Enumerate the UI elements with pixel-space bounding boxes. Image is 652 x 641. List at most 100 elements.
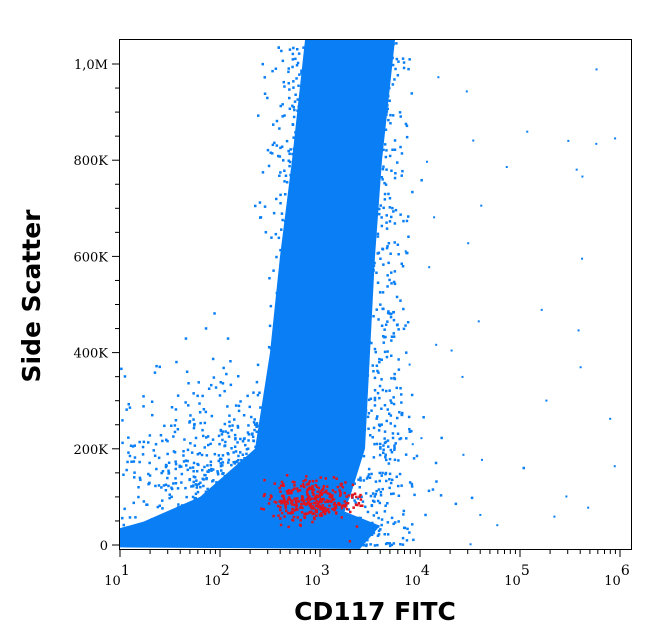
event-point — [369, 494, 373, 498]
event-point-cd117-positive — [314, 501, 317, 505]
event-point — [202, 434, 205, 438]
event-point — [369, 75, 372, 78]
event-point — [302, 494, 305, 497]
event-point — [367, 51, 370, 54]
event-point — [272, 386, 275, 390]
event-point — [381, 167, 385, 171]
event-point — [288, 361, 291, 364]
event-point — [276, 532, 280, 535]
event-point — [128, 516, 132, 519]
event-point — [317, 472, 320, 475]
event-point — [378, 384, 382, 388]
event-point — [132, 501, 135, 505]
event-point — [163, 531, 167, 534]
event-point-cd117-positive — [305, 498, 308, 501]
event-point — [200, 512, 204, 516]
event-point-cd117-positive — [292, 515, 296, 519]
event-point-cd117-positive — [358, 495, 361, 498]
event-point — [272, 211, 276, 215]
event-point — [384, 128, 388, 131]
event-point — [291, 327, 294, 330]
event-point — [298, 206, 301, 209]
event-point-cd117-positive — [296, 497, 299, 500]
event-point — [390, 215, 393, 219]
event-point — [322, 528, 325, 531]
event-point — [373, 398, 377, 402]
event-point — [367, 473, 371, 476]
event-point — [183, 512, 187, 516]
event-point — [310, 402, 314, 405]
event-point — [274, 392, 278, 395]
event-point — [480, 458, 483, 461]
event-point-cd117-positive — [321, 510, 325, 514]
event-point — [377, 529, 381, 533]
event-point — [232, 479, 236, 482]
event-point — [330, 515, 334, 518]
event-point — [284, 193, 287, 196]
event-point — [405, 351, 408, 354]
y-tick-label: 800K — [73, 154, 108, 169]
event-point — [382, 444, 385, 447]
event-point — [256, 363, 260, 367]
event-point — [383, 437, 386, 440]
event-point — [303, 530, 307, 533]
event-point — [297, 233, 301, 237]
event-point — [389, 414, 393, 417]
event-point — [301, 84, 304, 88]
event-point — [269, 536, 272, 539]
event-point — [308, 450, 311, 453]
event-point — [231, 504, 235, 508]
event-point — [316, 263, 319, 266]
event-point — [292, 80, 295, 83]
event-point — [280, 407, 283, 411]
event-point — [306, 161, 309, 164]
event-point — [129, 444, 133, 447]
event-point — [255, 464, 258, 467]
event-point — [292, 491, 295, 494]
event-point — [346, 539, 350, 542]
event-point — [259, 406, 262, 409]
event-point — [379, 303, 382, 306]
event-point — [388, 206, 392, 209]
event-point — [234, 438, 237, 441]
event-point — [309, 292, 312, 295]
event-point-cd117-positive — [359, 498, 363, 501]
event-point-cd117-positive — [311, 490, 314, 493]
event-point — [390, 282, 393, 285]
event-point — [292, 331, 295, 334]
event-point — [280, 145, 284, 148]
event-point — [243, 518, 246, 521]
event-point — [202, 496, 206, 499]
event-point — [195, 541, 199, 545]
event-point — [146, 503, 149, 506]
event-point — [366, 107, 370, 111]
event-point — [233, 468, 237, 471]
event-point — [281, 410, 285, 413]
event-point — [253, 464, 257, 467]
event-point — [289, 327, 293, 331]
event-point — [382, 206, 385, 210]
event-point — [211, 530, 214, 533]
event-point — [363, 225, 367, 228]
event-point — [167, 484, 170, 488]
event-point — [388, 220, 392, 223]
event-point — [354, 338, 357, 342]
event-point — [305, 76, 308, 80]
event-point — [365, 368, 368, 371]
event-point — [246, 544, 250, 548]
event-point — [307, 361, 311, 365]
event-point — [365, 236, 368, 240]
event-point — [342, 540, 345, 543]
event-point — [172, 435, 175, 438]
event-point — [376, 534, 380, 537]
event-point — [375, 511, 378, 514]
event-point — [376, 525, 380, 528]
event-point — [173, 424, 177, 427]
event-point — [245, 452, 248, 456]
event-point — [281, 115, 284, 118]
event-point — [366, 525, 370, 528]
event-point-cd117-positive — [345, 507, 349, 511]
event-point — [265, 410, 269, 414]
event-point — [298, 103, 302, 107]
